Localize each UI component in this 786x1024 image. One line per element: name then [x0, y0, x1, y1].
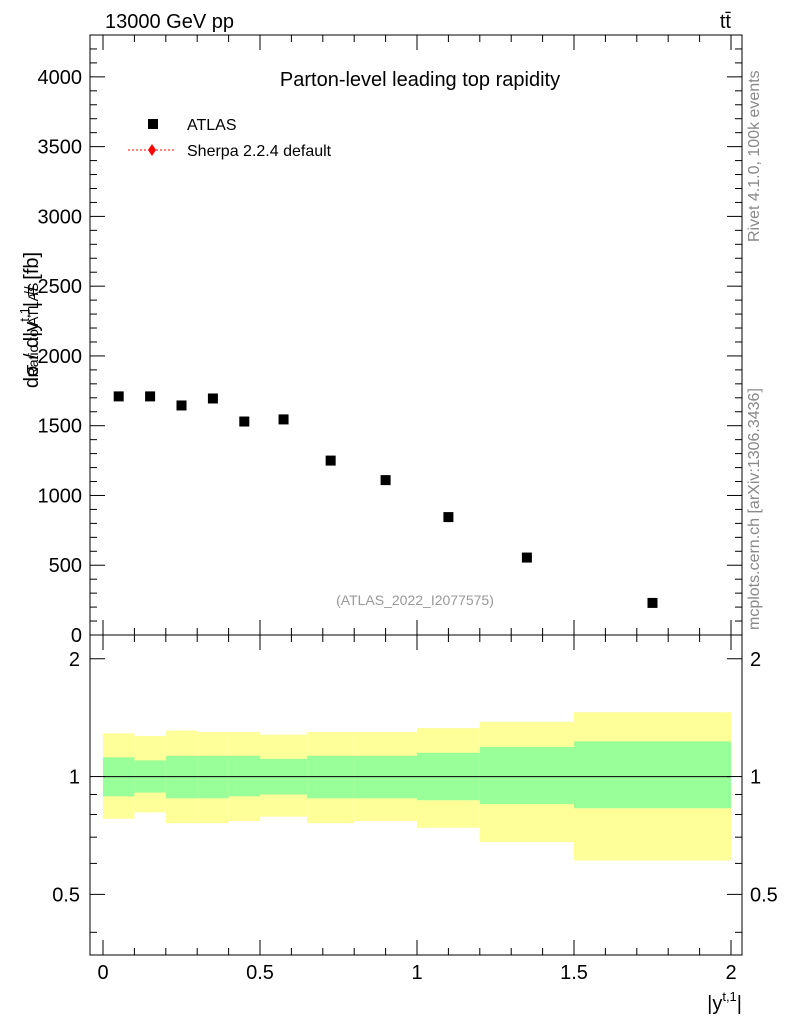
main-y-tick-label: 2000 — [38, 346, 83, 368]
atlas-data-point — [278, 414, 289, 425]
ratio-stat-band-bin — [574, 741, 731, 809]
ratio-y-tick-label-left: 2 — [69, 649, 80, 671]
legend-label-sherpa: Sherpa 2.2.4 default — [187, 143, 332, 160]
ratio-y-tick-label-right: 1 — [750, 767, 761, 789]
x-tick-label: 1 — [411, 962, 422, 984]
x-tick-label: 0.5 — [246, 962, 274, 984]
atlas-data-point — [239, 416, 250, 427]
atlas-data-point — [380, 475, 391, 486]
atlas-data-point — [443, 512, 454, 523]
rivet-version-label: Rivet 4.1.0, 100k events — [746, 70, 763, 242]
atlas-data-point — [325, 455, 336, 466]
x-tick-label: 2 — [725, 962, 736, 984]
main-y-tick-label: 500 — [49, 555, 82, 577]
process-label: tt̄ — [720, 11, 732, 33]
main-y-tick-label: 0 — [71, 625, 82, 647]
main-y-tick-label: 4000 — [38, 67, 83, 89]
main-y-axis-label: dσ / d|yt,1| # [fb] — [17, 252, 43, 388]
main-y-tick-label: 1000 — [38, 485, 83, 507]
mcplots-reference-label: mcplots.cern.ch [arXiv:1306.3436] — [746, 388, 763, 630]
legend-marker-sherpa — [148, 144, 156, 156]
energy-label: 13000 GeV pp — [105, 11, 234, 33]
atlas-data-point — [176, 400, 187, 411]
x-tick-label: 0 — [97, 962, 108, 984]
main-y-tick-label: 3500 — [38, 137, 83, 159]
main-y-tick-label: 2500 — [38, 276, 83, 298]
ratio-y-tick-label-right: 2 — [750, 649, 761, 671]
main-y-tick-label: 3000 — [38, 206, 83, 228]
legend-marker-atlas — [148, 119, 158, 129]
atlas-data-point — [521, 552, 532, 563]
main-panel: 0 500 1000 1500 2000 2500 3000 3500 4000 — [38, 34, 743, 647]
atlas-data-point — [647, 597, 658, 608]
x-tick-label: 1.5 — [560, 962, 588, 984]
ratio-y-tick-label-left: 0.5 — [52, 884, 80, 906]
atlas-data-point — [145, 391, 156, 402]
ratio-frame — [89, 634, 743, 956]
atlas-data-point — [207, 393, 218, 404]
ratio-y-tick-label-left: 1 — [69, 767, 80, 789]
ratio-stat-band-bin — [479, 747, 574, 805]
chart-title: Parton-level leading top rapidity — [280, 69, 560, 91]
x-axis-label: |yt,1| — [707, 989, 742, 1015]
main-y-tick-label: 1500 — [38, 416, 83, 438]
ratio-y-axis-label: Ratio to ATLAS — [25, 283, 41, 378]
analysis-watermark: (ATLAS_2022_I2077575) — [336, 592, 494, 608]
atlas-data-point — [113, 391, 124, 402]
ratio-y-tick-label-right: 0.5 — [750, 884, 778, 906]
ratio-panel: 0 0.5 1 1.5 2 0.5 0.5 1 1 2 2 — [52, 634, 778, 984]
legend-label-atlas: ATLAS — [187, 117, 237, 134]
